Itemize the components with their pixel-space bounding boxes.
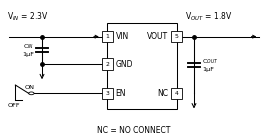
Text: VOUT: VOUT — [147, 32, 168, 41]
Bar — [102, 58, 113, 70]
Bar — [102, 31, 113, 42]
Text: ON: ON — [25, 85, 35, 90]
Text: 5: 5 — [175, 34, 178, 39]
Text: OFF: OFF — [8, 103, 20, 108]
Text: C$_{IN}$
1μF: C$_{IN}$ 1μF — [22, 42, 34, 57]
Text: EN: EN — [116, 89, 126, 98]
Text: GND: GND — [116, 60, 133, 69]
Bar — [107, 23, 177, 109]
Bar — [171, 88, 182, 99]
Text: V$_{IN}$ = 2.3V: V$_{IN}$ = 2.3V — [7, 10, 49, 23]
Text: 1: 1 — [105, 34, 109, 39]
Text: 3: 3 — [105, 91, 109, 96]
Text: C$_{OUT}$
1μF: C$_{OUT}$ 1μF — [202, 57, 218, 72]
Text: NC = NO CONNECT: NC = NO CONNECT — [97, 126, 171, 136]
Bar — [102, 88, 113, 99]
Text: V$_{OUT}$ = 1.8V: V$_{OUT}$ = 1.8V — [185, 10, 232, 23]
Text: 4: 4 — [175, 91, 178, 96]
Text: NC: NC — [157, 89, 168, 98]
Text: 2: 2 — [105, 62, 109, 67]
Bar — [171, 31, 182, 42]
Text: VIN: VIN — [116, 32, 129, 41]
